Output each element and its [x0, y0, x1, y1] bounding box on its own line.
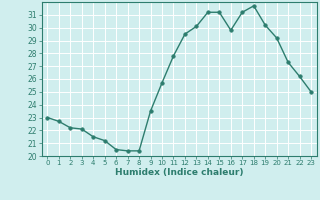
X-axis label: Humidex (Indice chaleur): Humidex (Indice chaleur) [115, 168, 244, 177]
